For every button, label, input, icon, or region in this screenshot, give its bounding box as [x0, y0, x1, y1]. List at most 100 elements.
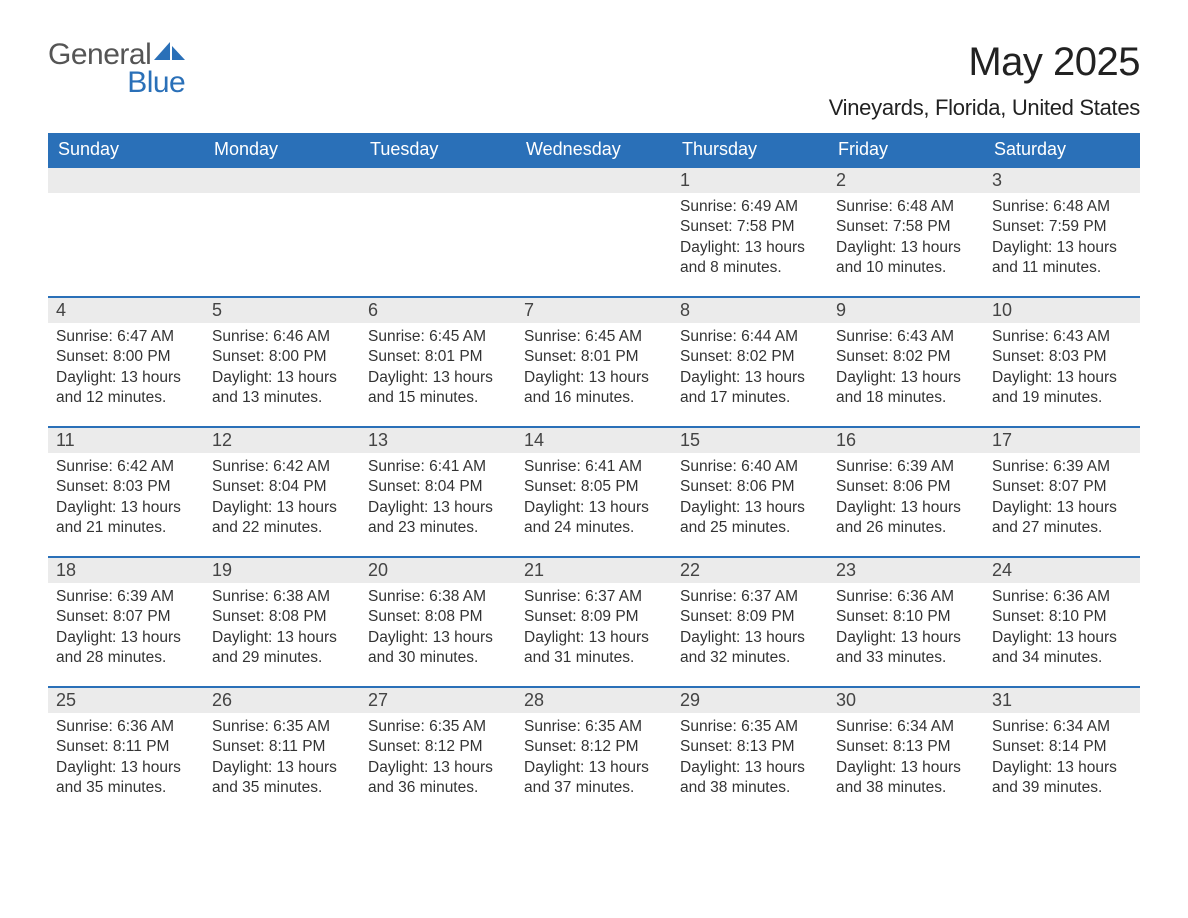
daylight-line: Daylight: 13 hours and 16 minutes. — [524, 368, 664, 409]
day-info: Sunrise: 6:34 AMSunset: 8:13 PMDaylight:… — [836, 717, 976, 799]
sunset-line: Sunset: 8:03 PM — [992, 347, 1132, 367]
day-number: 22 — [672, 558, 828, 583]
sunrise-line: Sunrise: 6:42 AM — [212, 457, 352, 477]
daylight-line: Daylight: 13 hours and 17 minutes. — [680, 368, 820, 409]
sunset-line: Sunset: 8:05 PM — [524, 477, 664, 497]
sunset-line: Sunset: 8:14 PM — [992, 737, 1132, 757]
sunrise-line: Sunrise: 6:34 AM — [992, 717, 1132, 737]
day-header: Thursday — [672, 133, 828, 168]
sunset-line: Sunset: 8:00 PM — [212, 347, 352, 367]
daylight-line: Daylight: 13 hours and 28 minutes. — [56, 628, 196, 669]
day-number: 19 — [204, 558, 360, 583]
calendar-cell: 4Sunrise: 6:47 AMSunset: 8:00 PMDaylight… — [48, 298, 204, 426]
day-info: Sunrise: 6:39 AMSunset: 8:07 PMDaylight:… — [56, 587, 196, 669]
sunrise-line: Sunrise: 6:39 AM — [836, 457, 976, 477]
calendar-cell: 6Sunrise: 6:45 AMSunset: 8:01 PMDaylight… — [360, 298, 516, 426]
day-info: Sunrise: 6:43 AMSunset: 8:02 PMDaylight:… — [836, 327, 976, 409]
day-info: Sunrise: 6:42 AMSunset: 8:04 PMDaylight:… — [212, 457, 352, 539]
calendar-cell: 10Sunrise: 6:43 AMSunset: 8:03 PMDayligh… — [984, 298, 1140, 426]
daylight-line: Daylight: 13 hours and 39 minutes. — [992, 758, 1132, 799]
sunset-line: Sunset: 8:08 PM — [368, 607, 508, 627]
calendar-cell — [360, 168, 516, 296]
day-number: 26 — [204, 688, 360, 713]
sunrise-line: Sunrise: 6:43 AM — [836, 327, 976, 347]
calendar-week: 18Sunrise: 6:39 AMSunset: 8:07 PMDayligh… — [48, 556, 1140, 686]
day-number-empty — [204, 168, 360, 193]
day-info: Sunrise: 6:42 AMSunset: 8:03 PMDaylight:… — [56, 457, 196, 539]
day-info: Sunrise: 6:39 AMSunset: 8:07 PMDaylight:… — [992, 457, 1132, 539]
day-info: Sunrise: 6:35 AMSunset: 8:11 PMDaylight:… — [212, 717, 352, 799]
daylight-line: Daylight: 13 hours and 21 minutes. — [56, 498, 196, 539]
sunset-line: Sunset: 7:58 PM — [680, 217, 820, 237]
sunrise-line: Sunrise: 6:39 AM — [56, 587, 196, 607]
sunrise-line: Sunrise: 6:49 AM — [680, 197, 820, 217]
day-number: 29 — [672, 688, 828, 713]
day-header: Monday — [204, 133, 360, 168]
day-number: 3 — [984, 168, 1140, 193]
daylight-line: Daylight: 13 hours and 15 minutes. — [368, 368, 508, 409]
day-number: 13 — [360, 428, 516, 453]
calendar-cell: 1Sunrise: 6:49 AMSunset: 7:58 PMDaylight… — [672, 168, 828, 296]
calendar-cell: 21Sunrise: 6:37 AMSunset: 8:09 PMDayligh… — [516, 558, 672, 686]
sunset-line: Sunset: 8:08 PM — [212, 607, 352, 627]
daylight-line: Daylight: 13 hours and 27 minutes. — [992, 498, 1132, 539]
calendar-cell: 16Sunrise: 6:39 AMSunset: 8:06 PMDayligh… — [828, 428, 984, 556]
day-number-empty — [516, 168, 672, 193]
day-header-row: Sunday Monday Tuesday Wednesday Thursday… — [48, 133, 1140, 168]
sunrise-line: Sunrise: 6:41 AM — [368, 457, 508, 477]
daylight-line: Daylight: 13 hours and 22 minutes. — [212, 498, 352, 539]
daylight-line: Daylight: 13 hours and 8 minutes. — [680, 238, 820, 279]
day-info: Sunrise: 6:36 AMSunset: 8:10 PMDaylight:… — [992, 587, 1132, 669]
day-info: Sunrise: 6:43 AMSunset: 8:03 PMDaylight:… — [992, 327, 1132, 409]
day-number: 12 — [204, 428, 360, 453]
day-header: Tuesday — [360, 133, 516, 168]
day-info: Sunrise: 6:36 AMSunset: 8:11 PMDaylight:… — [56, 717, 196, 799]
calendar: Sunday Monday Tuesday Wednesday Thursday… — [48, 133, 1140, 816]
daylight-line: Daylight: 13 hours and 24 minutes. — [524, 498, 664, 539]
sunset-line: Sunset: 8:12 PM — [368, 737, 508, 757]
sunset-line: Sunset: 7:59 PM — [992, 217, 1132, 237]
daylight-line: Daylight: 13 hours and 10 minutes. — [836, 238, 976, 279]
day-number: 20 — [360, 558, 516, 583]
sunset-line: Sunset: 8:11 PM — [212, 737, 352, 757]
daylight-line: Daylight: 13 hours and 35 minutes. — [212, 758, 352, 799]
sunrise-line: Sunrise: 6:42 AM — [56, 457, 196, 477]
title-block: May 2025 Vineyards, Florida, United Stat… — [829, 40, 1140, 129]
day-header: Sunday — [48, 133, 204, 168]
day-info: Sunrise: 6:41 AMSunset: 8:04 PMDaylight:… — [368, 457, 508, 539]
day-info: Sunrise: 6:37 AMSunset: 8:09 PMDaylight:… — [680, 587, 820, 669]
sunrise-line: Sunrise: 6:45 AM — [368, 327, 508, 347]
sunrise-line: Sunrise: 6:41 AM — [524, 457, 664, 477]
calendar-week: 4Sunrise: 6:47 AMSunset: 8:00 PMDaylight… — [48, 296, 1140, 426]
daylight-line: Daylight: 13 hours and 11 minutes. — [992, 238, 1132, 279]
day-number: 28 — [516, 688, 672, 713]
sunset-line: Sunset: 8:07 PM — [56, 607, 196, 627]
calendar-cell: 3Sunrise: 6:48 AMSunset: 7:59 PMDaylight… — [984, 168, 1140, 296]
day-info: Sunrise: 6:41 AMSunset: 8:05 PMDaylight:… — [524, 457, 664, 539]
day-info: Sunrise: 6:38 AMSunset: 8:08 PMDaylight:… — [368, 587, 508, 669]
daylight-line: Daylight: 13 hours and 29 minutes. — [212, 628, 352, 669]
sunrise-line: Sunrise: 6:36 AM — [836, 587, 976, 607]
sunset-line: Sunset: 8:13 PM — [680, 737, 820, 757]
daylight-line: Daylight: 13 hours and 34 minutes. — [992, 628, 1132, 669]
daylight-line: Daylight: 13 hours and 38 minutes. — [836, 758, 976, 799]
sunset-line: Sunset: 8:04 PM — [368, 477, 508, 497]
calendar-cell: 24Sunrise: 6:36 AMSunset: 8:10 PMDayligh… — [984, 558, 1140, 686]
day-info: Sunrise: 6:35 AMSunset: 8:13 PMDaylight:… — [680, 717, 820, 799]
calendar-cell: 15Sunrise: 6:40 AMSunset: 8:06 PMDayligh… — [672, 428, 828, 556]
day-header: Saturday — [984, 133, 1140, 168]
daylight-line: Daylight: 13 hours and 38 minutes. — [680, 758, 820, 799]
day-number: 17 — [984, 428, 1140, 453]
sunset-line: Sunset: 8:06 PM — [836, 477, 976, 497]
calendar-cell: 18Sunrise: 6:39 AMSunset: 8:07 PMDayligh… — [48, 558, 204, 686]
sunset-line: Sunset: 7:58 PM — [836, 217, 976, 237]
logo: General Blue — [48, 40, 187, 100]
day-info: Sunrise: 6:45 AMSunset: 8:01 PMDaylight:… — [524, 327, 664, 409]
sunrise-line: Sunrise: 6:35 AM — [368, 717, 508, 737]
day-number: 4 — [48, 298, 204, 323]
sail-icon — [153, 40, 187, 67]
day-info: Sunrise: 6:36 AMSunset: 8:10 PMDaylight:… — [836, 587, 976, 669]
day-number: 25 — [48, 688, 204, 713]
calendar-cell: 25 Sunrise: 6:36 AMSunset: 8:11 PMDayligh… — [48, 688, 204, 816]
calendar-week: 11Sunrise: 6:42 AMSunset: 8:03 PMDayligh… — [48, 426, 1140, 556]
